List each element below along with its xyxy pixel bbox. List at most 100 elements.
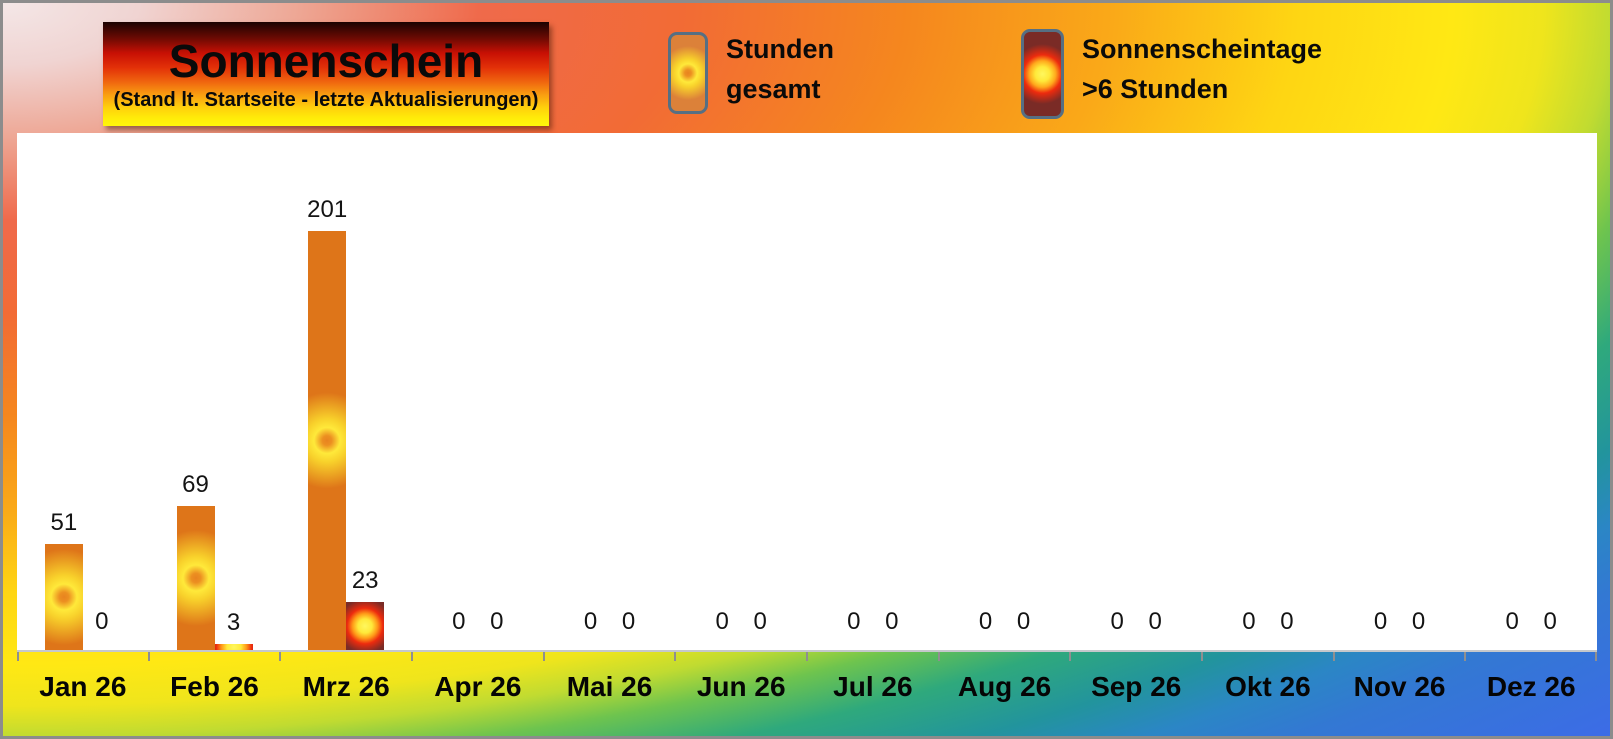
bar-stunden-gesamt xyxy=(176,506,215,650)
value-label: 23 xyxy=(351,567,379,595)
value-label: 0 xyxy=(1110,608,1124,635)
bar-slot: 69 xyxy=(176,471,215,650)
chart-title: Sonnenschein xyxy=(168,35,484,88)
value-label: 0 xyxy=(490,608,504,635)
value-label: 0 xyxy=(1148,608,1162,635)
bar-slot: 0 xyxy=(703,608,741,650)
axis-tick xyxy=(411,652,413,661)
bar-slot: 0 xyxy=(1531,608,1569,650)
category-column: 51 0 xyxy=(17,133,149,650)
value-label: 0 xyxy=(621,608,636,635)
value-label: 0 xyxy=(885,608,899,635)
bar-slot: 0 xyxy=(1098,608,1136,650)
value-label: 0 xyxy=(1242,608,1256,635)
bar-slot: 0 xyxy=(1136,608,1174,650)
axis-tick xyxy=(1464,652,1467,661)
month-label: Jan 26 xyxy=(39,671,127,702)
month-label: Feb 26 xyxy=(170,671,259,702)
bar-sonnenscheintage xyxy=(346,602,385,650)
axis-tick xyxy=(1332,652,1335,661)
axis-tick xyxy=(147,652,150,661)
legend-label-stunden-gesamt: Stunden gesamt xyxy=(726,29,834,114)
category-column: 201 23 xyxy=(280,133,412,650)
axis-tick xyxy=(1069,652,1072,661)
month-label: Nov 26 xyxy=(1353,671,1446,702)
bar-slot: 0 xyxy=(873,608,911,650)
bar-slot: 51 xyxy=(44,508,83,650)
value-label: 0 xyxy=(95,608,109,635)
axis-tick xyxy=(1595,652,1597,661)
legend-swatch-sonnenscheintage-sun-icon xyxy=(1021,29,1064,119)
value-label: 0 xyxy=(1505,608,1519,635)
month-label: Mrz 26 xyxy=(302,671,390,702)
legend-label-line: >6 Stunden xyxy=(1082,74,1229,104)
value-label: 51 xyxy=(50,508,78,536)
month-label: Apr 26 xyxy=(434,671,522,702)
value-label: 0 xyxy=(1543,608,1557,635)
bar-slot: 0 xyxy=(967,608,1005,650)
legend-item-stunden-gesamt: Stunden gesamt xyxy=(668,29,834,114)
bar-slot: 0 xyxy=(572,608,610,650)
bar-stunden-gesamt xyxy=(308,231,347,650)
category-axis-labels: Jan 26 Feb 26 Mrz 26 Apr 26 Mai 26 Jun 26 Jul … xyxy=(17,659,1597,715)
bar-slot: 0 xyxy=(1493,608,1531,650)
axis-tick xyxy=(937,652,940,661)
value-label: 0 xyxy=(1016,608,1031,635)
axis-tick xyxy=(806,652,808,661)
axis-tick xyxy=(1201,652,1203,661)
value-label: 69 xyxy=(182,471,209,499)
bar-slot: 201 xyxy=(307,196,348,650)
bar-slot: 0 xyxy=(1005,608,1043,650)
axis-tick xyxy=(17,652,19,661)
bar-sonnenscheintage xyxy=(214,643,253,650)
value-label: 3 xyxy=(226,608,241,636)
bar-slot: 0 xyxy=(1400,608,1438,650)
chart-title-box: Sonnenschein (Stand lt. Startseite - let… xyxy=(103,22,549,126)
value-label: 201 xyxy=(307,196,348,223)
month-label: Aug 26 xyxy=(957,671,1052,702)
bar-slot: 0 xyxy=(1362,608,1400,650)
axis-tick xyxy=(542,652,545,661)
plot-columns: 51 0 69 3 201 23 0 0 0 0 0 0 0 0 0 0 0 0 0 0 0 0 0 0 xyxy=(17,133,1597,650)
bar-slot: 0 xyxy=(440,608,478,650)
bar-slot: 23 xyxy=(346,567,385,650)
bar-slot: 3 xyxy=(214,608,253,650)
value-label: 0 xyxy=(1411,608,1426,635)
bar-slot: 0 xyxy=(835,608,873,650)
legend-label-line: gesamt xyxy=(726,74,821,104)
chart-subtitle: (Stand lt. Startseite - letzte Aktualisi… xyxy=(113,88,539,111)
value-label: 0 xyxy=(978,608,993,635)
month-label: Okt 26 xyxy=(1225,671,1311,702)
category-axis-ticks xyxy=(17,652,1597,662)
legend-label-line: Stunden xyxy=(726,34,834,64)
legend-swatch-stunden-gesamt-sun-icon xyxy=(668,32,708,114)
value-label: 0 xyxy=(715,608,729,635)
month-label: Jul 26 xyxy=(833,671,913,702)
legend-label-sonnenscheintage: Sonnenscheintage >6 Stunden xyxy=(1082,29,1322,119)
month-label: Mai 26 xyxy=(566,671,653,702)
axis-tick xyxy=(674,652,677,661)
month-label: Sep 26 xyxy=(1091,671,1182,702)
bar-slot: 0 xyxy=(741,608,779,650)
bar-slot: 0 xyxy=(1230,608,1268,650)
value-label: 0 xyxy=(847,608,861,635)
month-label: Dez 26 xyxy=(1486,671,1576,702)
plot-area: 51 0 69 3 201 23 0 0 0 0 0 0 0 0 0 0 0 0 0 0 0 0 0 0 xyxy=(17,133,1597,652)
legend-item-sonnenscheintage: Sonnenscheintage >6 Stunden xyxy=(1021,29,1322,119)
month-label: Jun 26 xyxy=(696,671,786,702)
bar-slot: 0 xyxy=(478,608,516,650)
legend-label-line: Sonnenscheintage xyxy=(1082,34,1323,64)
category-column: 69 3 xyxy=(149,133,281,650)
bar-stunden-gesamt xyxy=(44,543,83,650)
bar-slot: 0 xyxy=(1268,608,1306,650)
